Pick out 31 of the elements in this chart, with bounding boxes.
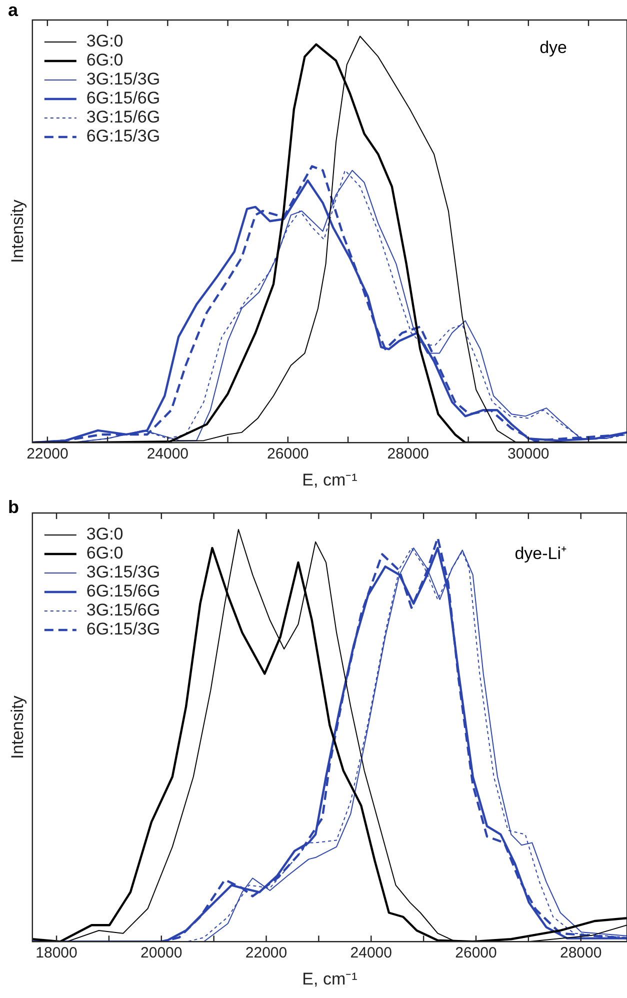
legend-label: 6G:15/6G (86, 582, 160, 601)
x-tick-label: 30000 (508, 446, 550, 463)
legend-label: 6G:0 (86, 544, 124, 563)
legend-label: 6G:15/3G (86, 126, 160, 146)
annotation: dye (540, 38, 567, 58)
legend-label: 6G:0 (86, 50, 124, 70)
legend-label: 3G:15/3G (86, 70, 160, 89)
x-tick-label: 24000 (146, 446, 189, 463)
x-tick-label: 28000 (560, 944, 602, 962)
x-tick-label: 26000 (455, 944, 497, 962)
x-tick-label: 28000 (387, 446, 430, 463)
x-tick-label: 22000 (245, 944, 288, 962)
x-tick-label: 24000 (350, 944, 392, 962)
y-axis-title: Intensity (8, 199, 27, 263)
text: b (8, 497, 19, 518)
y-axis-title: Intensity (8, 695, 27, 759)
legend-label: 3G:0 (86, 524, 124, 544)
legend-label: 6G:15/3G (86, 620, 160, 639)
x-tick-label: 26000 (267, 446, 309, 463)
legend-label: 3G:15/6G (86, 600, 160, 620)
legend-label: 3G:15/6G (86, 108, 160, 127)
annotation: dye-Li⁺ (514, 543, 567, 564)
legend-label: 3G:0 (86, 32, 124, 51)
x-axis-title: E, cm⁻¹ (302, 470, 358, 490)
legend-label: 3G:15/3G (86, 562, 160, 582)
legend-label: 6G:15/6G (86, 88, 160, 108)
x-tick-label: 22000 (26, 446, 68, 463)
x-tick-label: 18000 (36, 944, 78, 962)
x-tick-label: 20000 (140, 944, 182, 962)
text: a (8, 0, 18, 21)
x-axis-title: E, cm⁻¹ (302, 969, 358, 988)
